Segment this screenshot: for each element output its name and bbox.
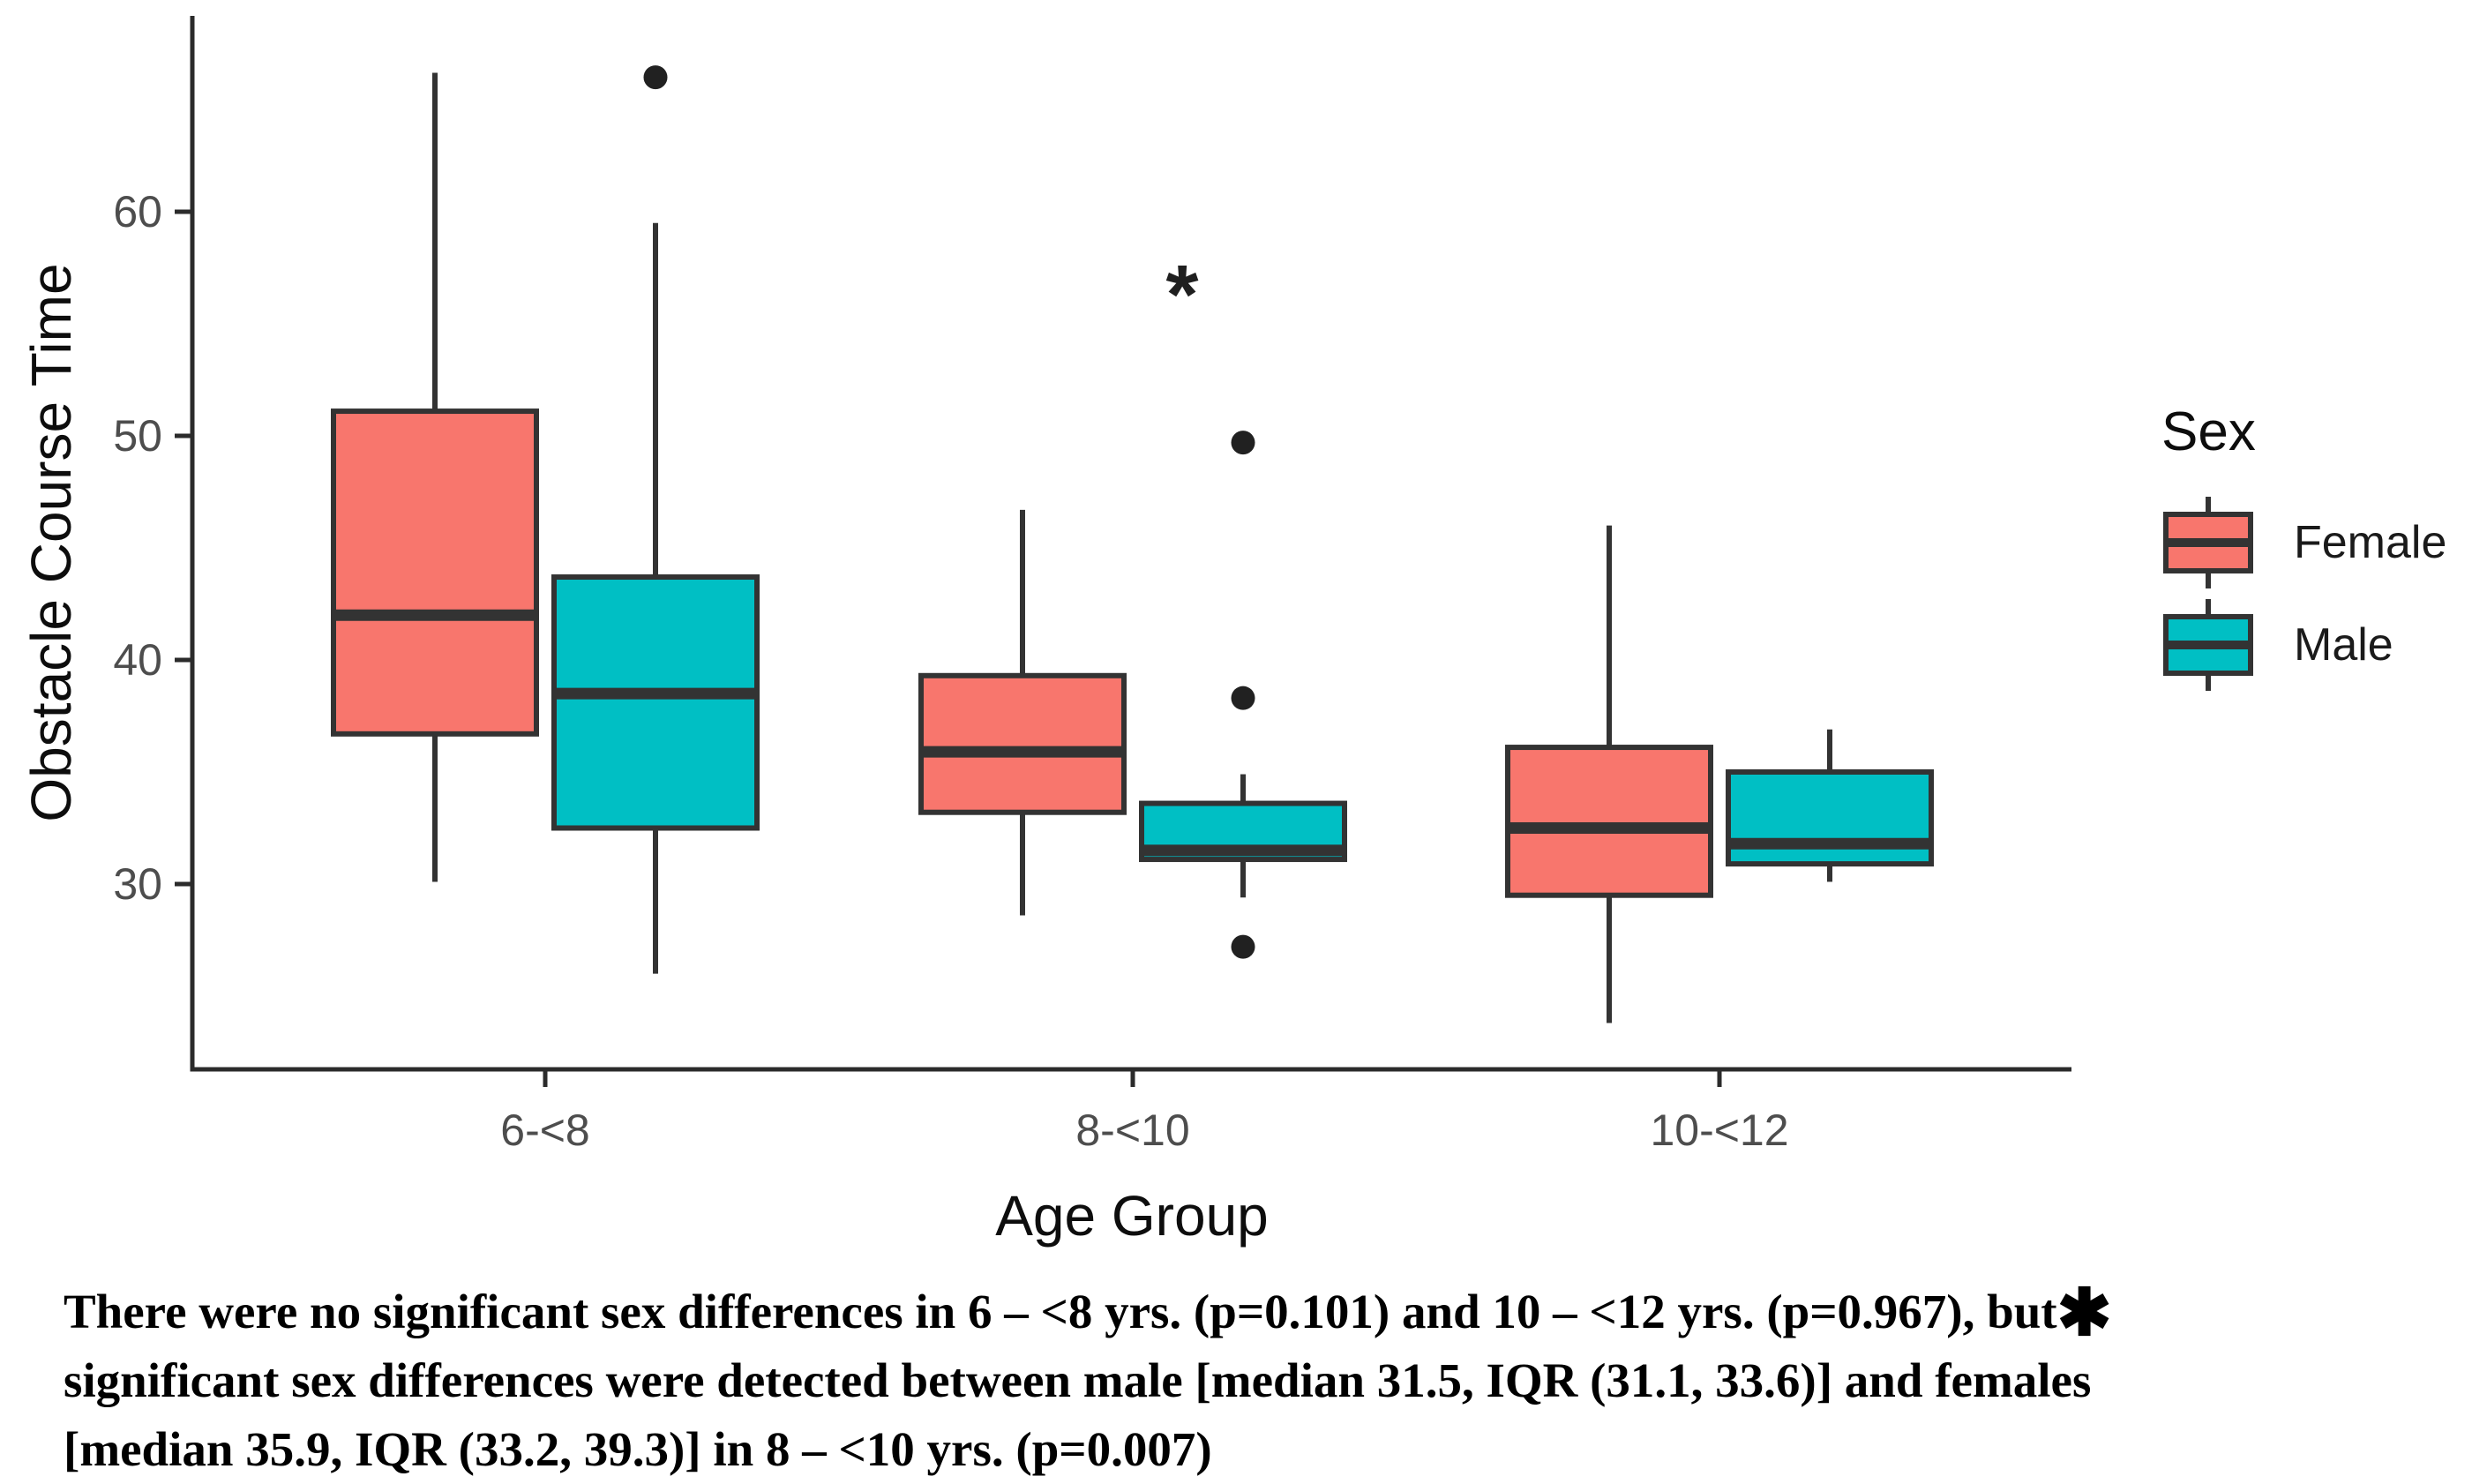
y-axis-title: Obstacle Course Time: [19, 263, 83, 821]
significance-asterisk: *: [1166, 248, 1199, 341]
legend-label-female: Female: [2294, 517, 2446, 568]
figure-caption: There were no significant sex difference…: [64, 1278, 2463, 1484]
legend-title: Sex: [2161, 401, 2256, 462]
y-tick-label: 30: [113, 859, 162, 909]
box-female: [1505, 745, 1713, 898]
y-tick-label: 40: [113, 635, 162, 685]
caption-line-3: [median 35.9, IQR (33.2, 39.3)] in 8 – <…: [64, 1422, 1212, 1476]
outlier-point: [1231, 431, 1255, 455]
boxplot-chart: 30 40 50 60 6-<8 8-<10 10-<12 Obstacle Course T…: [19, 16, 2446, 1248]
caption-line-2: significant sex differences were detecte…: [64, 1353, 2092, 1407]
outlier-point: [1231, 686, 1255, 710]
box-male: [551, 574, 760, 831]
y-tick-label: 50: [113, 411, 162, 461]
outlier-point: [1231, 934, 1255, 959]
caption-line-1: There were no significant sex difference…: [64, 1285, 2057, 1338]
legend-label-male: Male: [2294, 619, 2393, 671]
y-tick-label: 60: [113, 187, 162, 236]
box-female: [918, 672, 1127, 815]
x-tick-label: 8-<10: [1075, 1106, 1189, 1155]
outlier-point: [643, 65, 668, 90]
x-tick-label: 10-<12: [1650, 1106, 1788, 1155]
box-female: [331, 408, 539, 737]
x-axis-title: Age Group: [995, 1184, 1269, 1248]
x-tick-label: 6-<8: [500, 1106, 589, 1155]
box-male: [1726, 769, 1934, 867]
caption-asterisk: ✱: [2056, 1278, 2112, 1350]
